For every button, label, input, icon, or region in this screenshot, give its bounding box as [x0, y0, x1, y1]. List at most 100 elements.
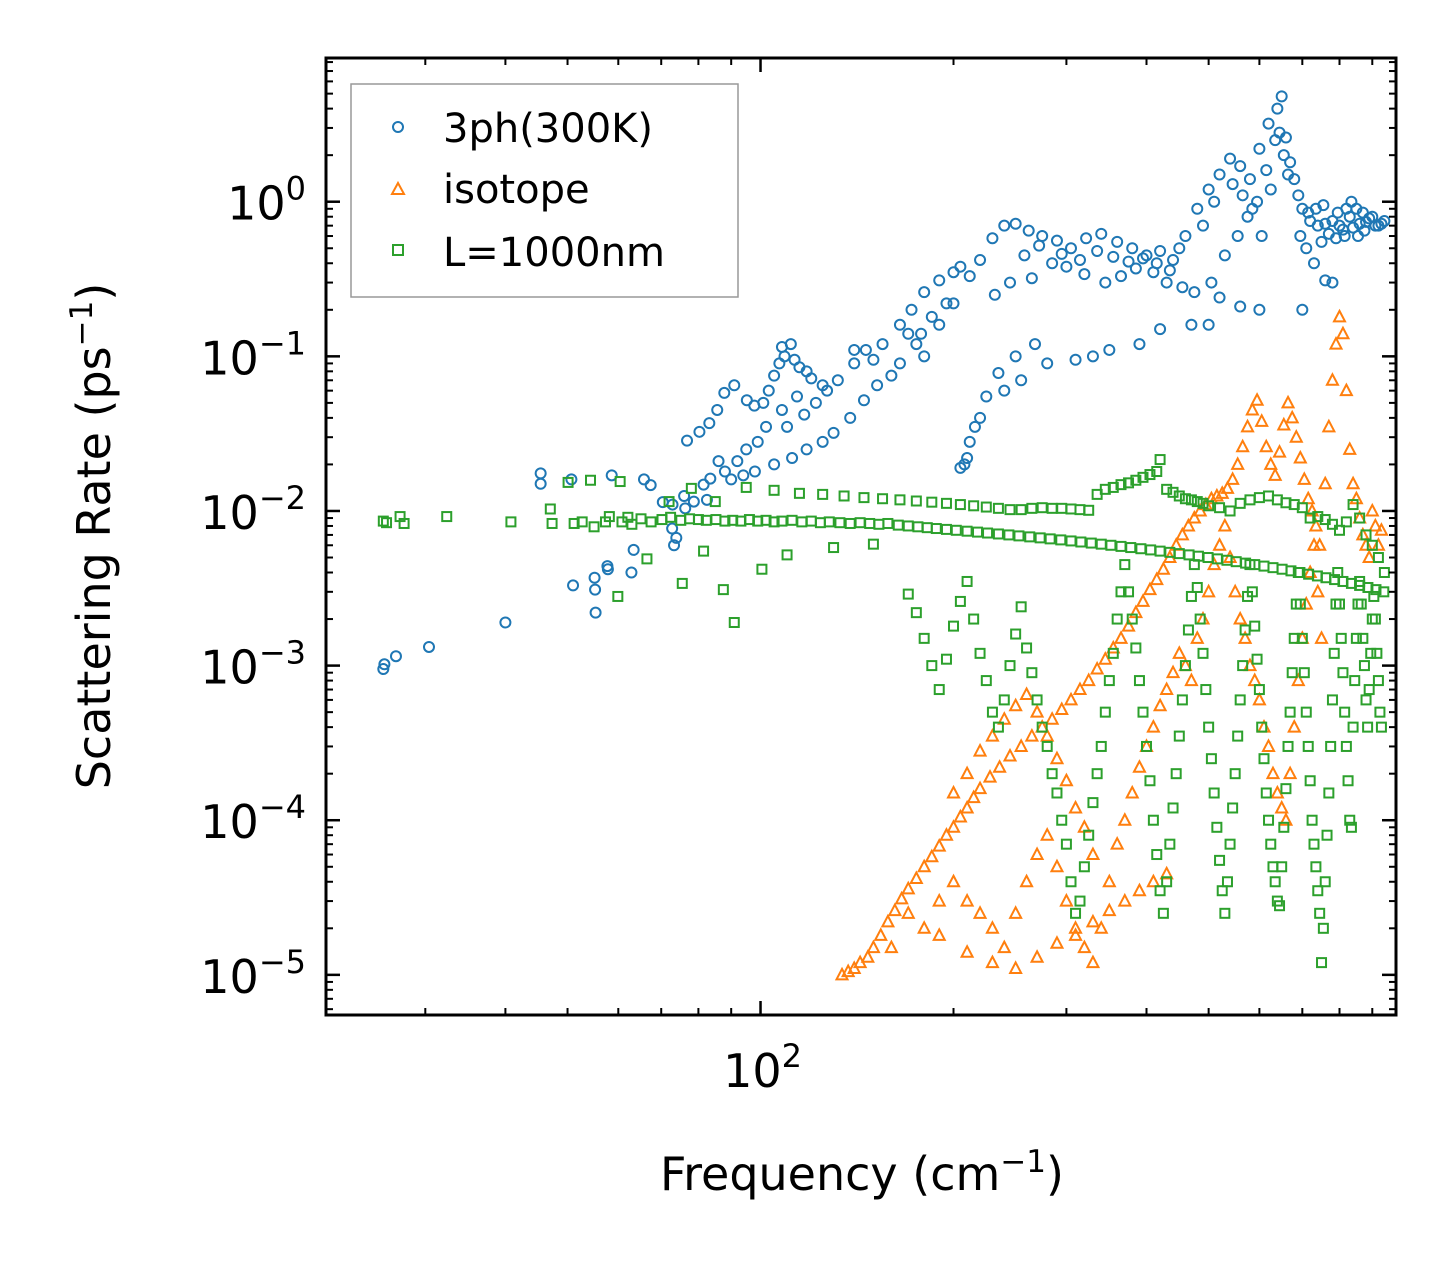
data-point [959, 799, 975, 814]
data-point [1264, 183, 1277, 196]
data-point [884, 939, 899, 954]
y-tick-label: 10−3 [200, 634, 306, 695]
data-point [1044, 533, 1056, 545]
data-point [1202, 552, 1214, 564]
data-point [940, 523, 952, 535]
data-point [1188, 559, 1200, 571]
data-point [1160, 276, 1173, 289]
data-point [998, 384, 1011, 397]
data-point [1137, 706, 1149, 718]
data-point [1008, 905, 1023, 919]
data-point [1009, 217, 1022, 230]
data-point [954, 499, 966, 511]
data-point [1056, 502, 1068, 514]
data-point [1363, 684, 1375, 696]
data-point [980, 390, 993, 403]
data-point [1378, 567, 1390, 579]
data-point [1375, 217, 1388, 230]
data-point [877, 493, 889, 505]
data-point [1095, 538, 1107, 550]
data-point [828, 542, 840, 554]
data-point [1308, 517, 1324, 532]
data-point [775, 403, 788, 416]
data-point [1133, 338, 1146, 351]
data-point [1369, 219, 1382, 232]
data-point [1308, 838, 1320, 850]
data-point [974, 411, 987, 424]
data-point [1197, 647, 1209, 659]
data-point [974, 647, 986, 659]
data-point [959, 765, 975, 780]
data-point [1374, 706, 1386, 718]
data-point [1296, 632, 1308, 644]
data-point [762, 384, 775, 397]
data-point [1244, 559, 1256, 571]
data-point [637, 473, 650, 486]
data-point [926, 496, 938, 508]
data-point [1133, 675, 1145, 687]
data-point [1297, 471, 1312, 485]
data-point [894, 890, 909, 905]
data-point [1203, 721, 1215, 733]
data-point [1111, 613, 1123, 625]
data-point [866, 939, 881, 954]
data-point [1277, 149, 1290, 162]
data-point [1345, 821, 1357, 833]
data-point [1105, 539, 1117, 551]
data-point [398, 517, 410, 529]
data-point [1220, 480, 1235, 494]
data-point [1358, 224, 1371, 237]
data-point [848, 343, 861, 356]
tick-labels: 102 100 10−1 10−2 10−3 10−4 10−5 [200, 170, 802, 1098]
data-point [1099, 276, 1112, 289]
data-point [974, 253, 987, 266]
data-point [864, 517, 876, 529]
data-point [1072, 681, 1088, 696]
data-point [1070, 907, 1082, 919]
data-point [1253, 684, 1265, 696]
data-point [1191, 202, 1204, 215]
data-point [1349, 675, 1361, 687]
data-point [1374, 522, 1389, 536]
data-point [1205, 753, 1217, 765]
data-point [1236, 189, 1249, 202]
data-point [1051, 787, 1063, 799]
data-point [1192, 502, 1208, 517]
data-point [1325, 372, 1340, 386]
data-point [1299, 595, 1314, 610]
data-point [933, 684, 945, 696]
data-point [1107, 250, 1120, 263]
data-point [565, 473, 578, 486]
data-point [992, 528, 1004, 540]
data-point [601, 560, 614, 573]
data-point [848, 357, 861, 370]
data-point [737, 469, 750, 482]
data-point [1321, 829, 1333, 841]
legend-label-isotope: isotope [443, 167, 590, 213]
data-point [1018, 249, 1031, 262]
data-point [873, 518, 885, 530]
data-point [1253, 492, 1265, 504]
data-point [1085, 954, 1101, 969]
data-point [1036, 502, 1048, 514]
data-point [1234, 497, 1246, 509]
data-point [1270, 784, 1285, 799]
data-point [910, 338, 923, 351]
data-point [1208, 195, 1221, 208]
data-point [1059, 772, 1074, 787]
data-point [821, 384, 834, 397]
data-point [1121, 617, 1136, 632]
data-point [1273, 126, 1286, 139]
data-point [817, 488, 829, 500]
data-point [788, 353, 801, 366]
data-point [823, 516, 835, 528]
data-point [1326, 276, 1339, 289]
data-point [1319, 217, 1332, 230]
data-point [1054, 701, 1069, 716]
data-point [838, 490, 850, 502]
data-point [1165, 664, 1181, 679]
data-point [1339, 706, 1351, 718]
data-point [1055, 247, 1068, 260]
data-point [1137, 252, 1150, 265]
